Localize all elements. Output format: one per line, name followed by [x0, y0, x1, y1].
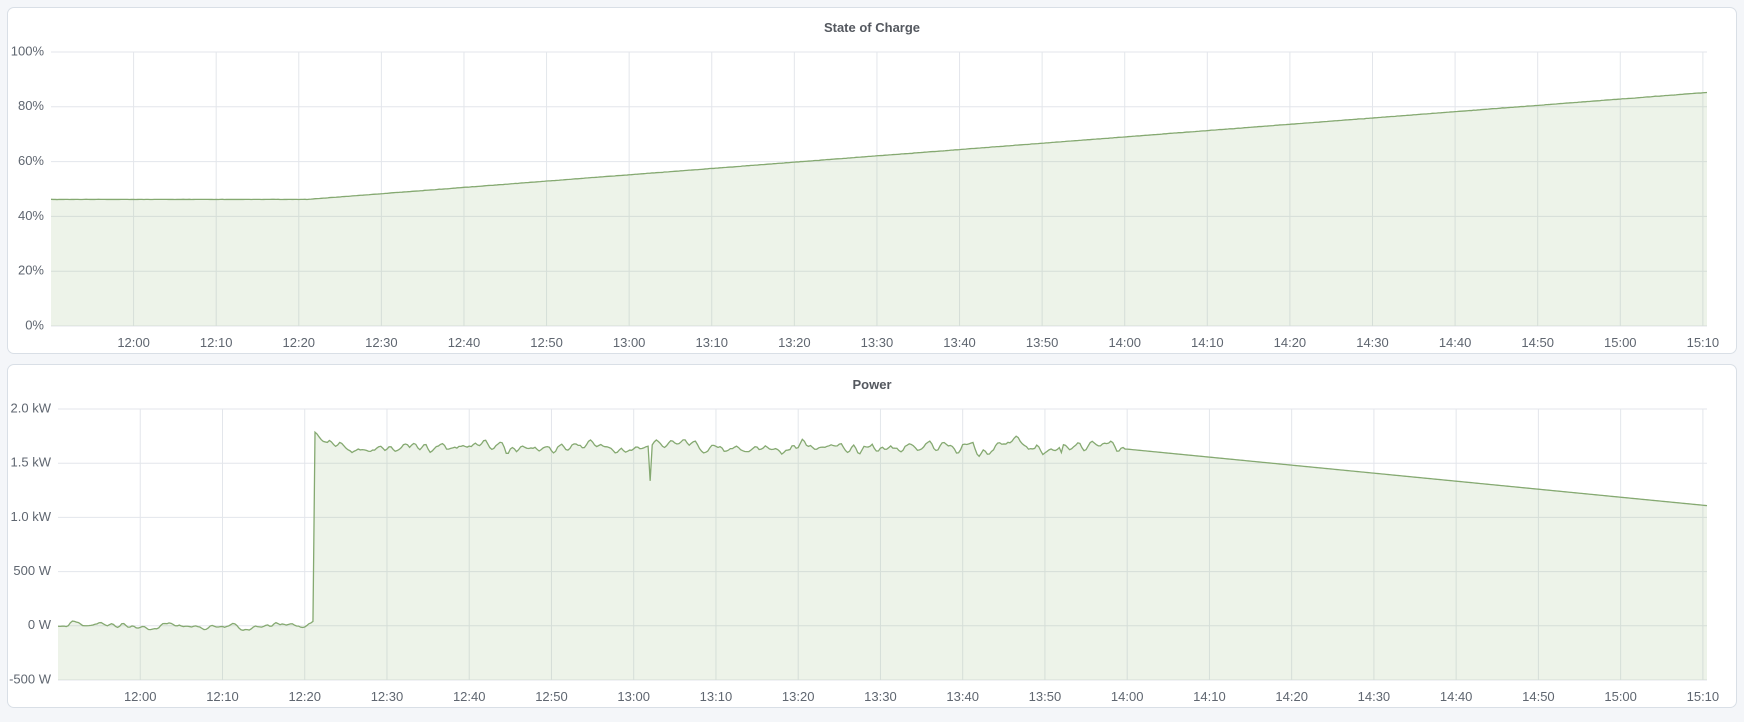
svg-text:13:30: 13:30 — [864, 689, 897, 704]
svg-text:14:00: 14:00 — [1111, 689, 1144, 704]
svg-text:40%: 40% — [18, 208, 44, 223]
svg-text:0%: 0% — [25, 317, 44, 332]
svg-text:0 W: 0 W — [28, 617, 52, 632]
svg-text:13:10: 13:10 — [695, 335, 728, 350]
svg-text:14:40: 14:40 — [1439, 335, 1472, 350]
svg-text:14:20: 14:20 — [1274, 335, 1307, 350]
svg-text:12:20: 12:20 — [288, 689, 321, 704]
svg-text:13:10: 13:10 — [700, 689, 733, 704]
svg-text:14:10: 14:10 — [1191, 335, 1224, 350]
svg-text:13:50: 13:50 — [1029, 689, 1062, 704]
svg-text:15:10: 15:10 — [1687, 689, 1720, 704]
svg-text:12:00: 12:00 — [117, 335, 150, 350]
svg-text:100%: 100% — [11, 43, 45, 58]
svg-text:13:20: 13:20 — [782, 689, 815, 704]
svg-text:12:40: 12:40 — [453, 689, 486, 704]
svg-text:80%: 80% — [18, 98, 44, 113]
svg-text:14:40: 14:40 — [1440, 689, 1473, 704]
svg-text:2.0 kW: 2.0 kW — [11, 400, 52, 415]
svg-text:15:00: 15:00 — [1604, 335, 1637, 350]
svg-text:14:10: 14:10 — [1193, 689, 1226, 704]
svg-text:14:30: 14:30 — [1358, 689, 1391, 704]
svg-text:12:30: 12:30 — [371, 689, 404, 704]
svg-text:13:30: 13:30 — [861, 335, 894, 350]
svg-text:12:10: 12:10 — [206, 689, 239, 704]
svg-text:500 W: 500 W — [13, 563, 51, 578]
svg-text:13:00: 13:00 — [617, 689, 650, 704]
svg-text:12:20: 12:20 — [283, 335, 316, 350]
svg-text:13:40: 13:40 — [943, 335, 976, 350]
svg-text:14:50: 14:50 — [1522, 689, 1555, 704]
svg-text:-500 W: -500 W — [9, 671, 52, 686]
svg-text:15:00: 15:00 — [1604, 689, 1637, 704]
svg-text:13:00: 13:00 — [613, 335, 646, 350]
svg-text:12:10: 12:10 — [200, 335, 233, 350]
svg-text:14:00: 14:00 — [1108, 335, 1141, 350]
svg-text:14:50: 14:50 — [1521, 335, 1554, 350]
svg-text:12:00: 12:00 — [124, 689, 157, 704]
svg-text:14:30: 14:30 — [1356, 335, 1389, 350]
svg-text:13:50: 13:50 — [1026, 335, 1059, 350]
svg-text:60%: 60% — [18, 153, 44, 168]
svg-text:13:40: 13:40 — [946, 689, 979, 704]
svg-text:12:50: 12:50 — [535, 689, 568, 704]
svg-text:12:30: 12:30 — [365, 335, 398, 350]
svg-text:14:20: 14:20 — [1275, 689, 1308, 704]
svg-text:1.0 kW: 1.0 kW — [11, 509, 52, 524]
svg-text:12:50: 12:50 — [530, 335, 563, 350]
svg-text:1.5 kW: 1.5 kW — [11, 455, 52, 470]
svg-text:15:10: 15:10 — [1687, 335, 1720, 350]
svg-text:20%: 20% — [18, 263, 44, 278]
svg-text:13:20: 13:20 — [778, 335, 811, 350]
svg-text:12:40: 12:40 — [448, 335, 481, 350]
